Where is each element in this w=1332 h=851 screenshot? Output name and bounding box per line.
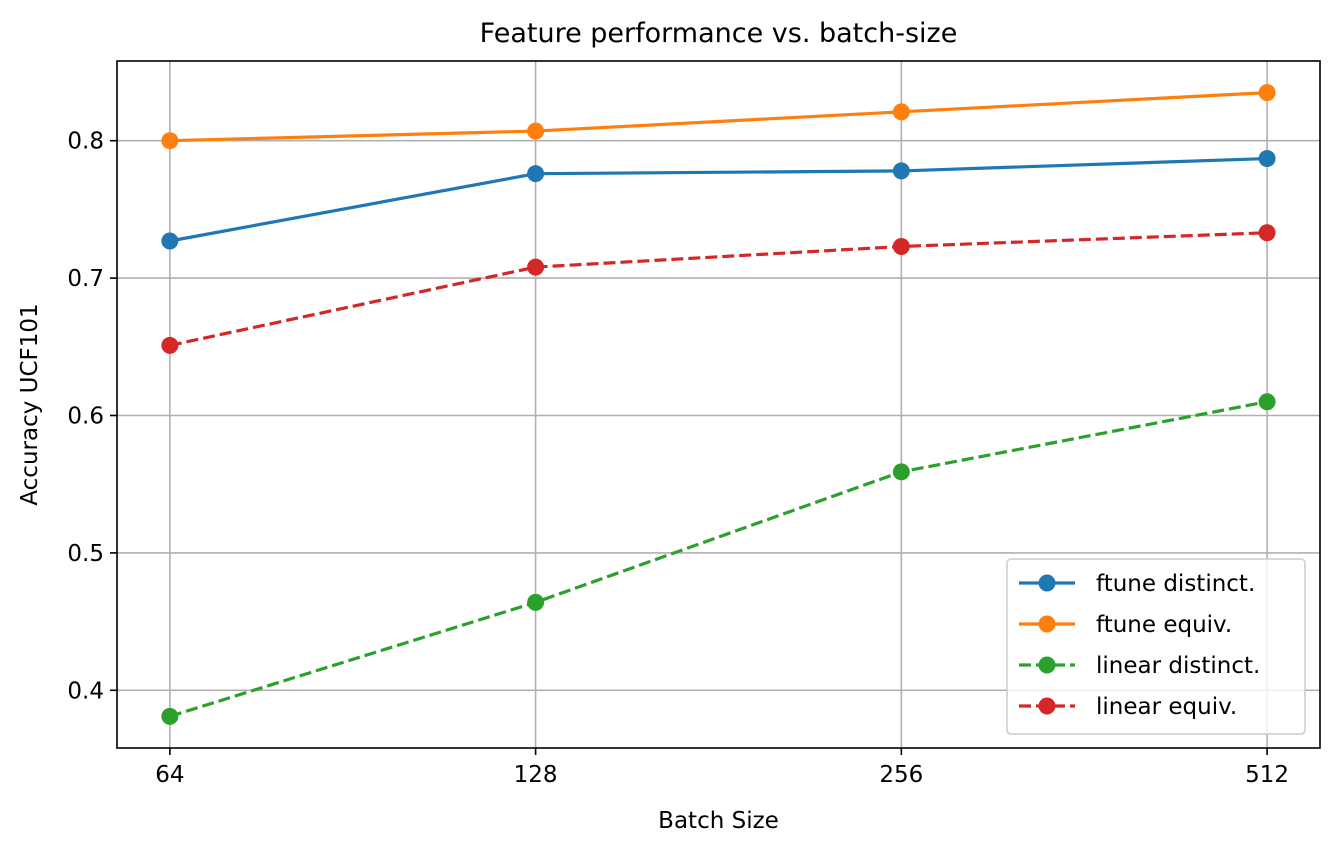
series-1 xyxy=(161,84,1276,150)
axis-ticks: 64 128 256 512 0.4 0.5 0.6 0.7 0.8 xyxy=(67,129,1289,788)
series-2 xyxy=(161,393,1276,725)
legend-entry: linear distinct. xyxy=(1019,653,1260,679)
data-point xyxy=(527,122,545,140)
data-point xyxy=(892,463,910,481)
series-line xyxy=(169,156,1268,243)
legend-label: ftune equiv. xyxy=(1096,612,1232,638)
legend-label: linear equiv. xyxy=(1096,694,1237,720)
x-tick-label: 512 xyxy=(1245,762,1289,788)
data-point xyxy=(1258,150,1276,168)
plot-area-frame xyxy=(116,60,1321,749)
legend-label: linear distinct. xyxy=(1096,653,1260,679)
x-tick-label: 128 xyxy=(514,762,558,788)
series-line xyxy=(169,400,1268,718)
y-tick-label: 0.8 xyxy=(67,129,104,155)
legend-swatch-marker xyxy=(1038,615,1056,633)
series-3 xyxy=(161,224,1276,354)
data-point xyxy=(892,103,910,121)
data-point xyxy=(161,707,179,725)
x-tick-label: 64 xyxy=(155,762,184,788)
y-tick-label: 0.6 xyxy=(67,403,104,429)
data-point xyxy=(892,237,910,255)
data-point xyxy=(527,165,545,183)
chart-title: Feature performance vs. batch-size xyxy=(480,18,958,49)
legend-label: ftune distinct. xyxy=(1096,571,1255,597)
legend-swatch-marker xyxy=(1038,697,1056,715)
legend-entry: ftune distinct. xyxy=(1019,571,1255,597)
legend-box xyxy=(1006,558,1306,735)
legend-entry: linear equiv. xyxy=(1019,694,1237,720)
data-point xyxy=(527,593,545,611)
series-group xyxy=(161,84,1276,725)
data-point xyxy=(892,162,910,180)
data-point xyxy=(161,336,179,354)
y-tick-label: 0.7 xyxy=(67,266,104,292)
x-tick-label: 256 xyxy=(879,762,923,788)
series-0 xyxy=(161,150,1276,250)
data-point xyxy=(1258,84,1276,102)
y-axis-label: Accuracy UCF101 xyxy=(17,303,43,505)
legend-entry: ftune equiv. xyxy=(1019,612,1232,638)
series-line xyxy=(169,91,1268,143)
x-axis-label: Batch Size xyxy=(658,808,779,834)
y-tick-label: 0.4 xyxy=(67,678,104,704)
data-point xyxy=(527,258,545,276)
data-point xyxy=(161,232,179,250)
data-point xyxy=(161,132,179,150)
legend: ftune distinct. ftune equiv. linear distin… xyxy=(1006,558,1306,735)
series-line xyxy=(169,231,1268,347)
data-point xyxy=(1258,393,1276,411)
legend-swatch-marker xyxy=(1038,574,1056,592)
data-point xyxy=(1258,224,1276,242)
legend-swatch-marker xyxy=(1038,656,1056,674)
y-tick-label: 0.5 xyxy=(67,541,104,567)
